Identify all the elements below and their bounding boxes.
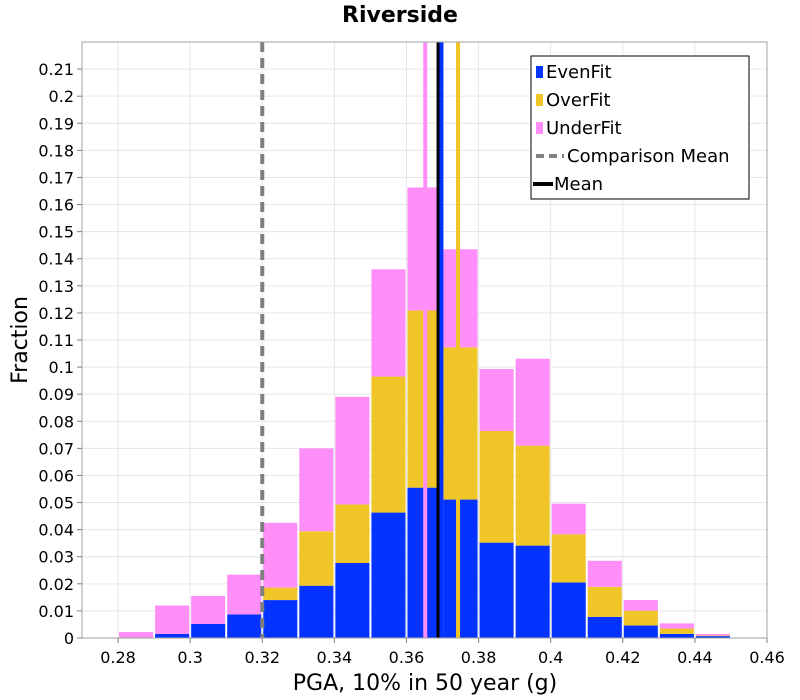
y-tick-label: 0: [64, 629, 74, 648]
y-tick-label: 0.02: [38, 575, 74, 594]
bar-underfit: [371, 269, 406, 377]
y-tick-label: 0.09: [38, 385, 74, 404]
legend-label-underfit: UnderFit: [546, 118, 622, 139]
legend-label-overfit: OverFit: [546, 90, 610, 111]
y-tick-label: 0.13: [38, 277, 74, 296]
bar-overfit: [335, 504, 370, 563]
bar-overfit: [623, 610, 658, 626]
legend-label-comparison-mean: Comparison Mean: [567, 146, 730, 167]
legend-box: [530, 55, 750, 200]
y-tick-label: 0.17: [38, 168, 74, 187]
bar-underfit: [695, 633, 730, 636]
bar-overfit: [371, 376, 406, 513]
bar-underfit: [479, 368, 514, 432]
bar-evenfit: [443, 499, 478, 638]
bar-underfit: [515, 358, 550, 446]
bar-underfit: [191, 596, 226, 624]
bar-underfit: [587, 560, 622, 587]
y-tick-label: 0.07: [38, 439, 74, 458]
y-tick-label: 0.08: [38, 412, 74, 431]
y-tick-label: 0.15: [38, 223, 74, 242]
bar-evenfit: [263, 600, 298, 638]
legend-label-mean: Mean: [554, 174, 603, 195]
y-tick-label: 0.21: [38, 60, 74, 79]
x-axis-ticks: 0.28 0.3 0.32 0.34 0.36 0.38 0.4 0.42 0.44 0.46: [100, 638, 785, 667]
y-tick-label: 0.14: [38, 250, 74, 269]
x-axis-label: PGA, 10% in 50 year (g): [293, 671, 557, 696]
x-tick-label: 0.42: [605, 648, 641, 667]
x-tick-label: 0.34: [317, 648, 353, 667]
x-tick-label: 0.4: [538, 648, 563, 667]
bar-underfit: [299, 448, 334, 532]
bar-evenfit: [623, 625, 658, 638]
bar-evenfit: [155, 633, 190, 638]
x-tick-label: 0.44: [677, 648, 713, 667]
x-tick-label: 0.32: [244, 648, 280, 667]
y-tick-label: 0.04: [38, 521, 74, 540]
bar-evenfit: [659, 633, 694, 638]
bar-evenfit: [371, 512, 406, 638]
y-tick-label: 0.19: [38, 114, 74, 133]
bar-underfit: [551, 503, 586, 535]
bar-evenfit: [515, 545, 550, 638]
bar-overfit: [551, 534, 586, 583]
legend-label-evenfit: EvenFit: [546, 62, 612, 83]
mean-lines: [260, 42, 461, 638]
y-tick-label: 0.01: [38, 602, 74, 621]
bar-overfit: [659, 628, 694, 634]
bar-underfit: [119, 632, 154, 638]
bar-underfit: [623, 600, 658, 611]
legend-swatch-underfit: [536, 122, 543, 134]
bar-evenfit: [335, 562, 370, 638]
bar-overfit: [443, 347, 478, 500]
y-tick-label: 0.11: [38, 331, 74, 350]
bar-overfit: [515, 445, 550, 546]
bar-evenfit: [227, 614, 262, 638]
bar-overfit: [695, 635, 730, 637]
bars: [119, 187, 730, 638]
legend: EvenFit OverFit UnderFit Comparison Mean Mea…: [530, 55, 750, 200]
chart-title: Riverside: [342, 3, 458, 28]
bar-underfit: [335, 396, 370, 505]
y-tick-label: 0.06: [38, 466, 74, 485]
y-tick-label: 0.03: [38, 548, 74, 567]
y-tick-label: 0.05: [38, 494, 74, 513]
y-tick-label: 0.12: [38, 304, 74, 323]
legend-swatch-overfit: [536, 94, 543, 106]
x-tick-label: 0.3: [177, 648, 202, 667]
bar-overfit: [263, 587, 298, 601]
bar-evenfit: [695, 636, 730, 638]
bar-underfit: [227, 574, 262, 615]
bar-overfit: [479, 431, 514, 543]
y-tick-label: 0.1: [49, 358, 74, 377]
bar-evenfit: [587, 616, 622, 638]
y-tick-label: 0.2: [49, 87, 74, 106]
x-tick-label: 0.46: [749, 648, 785, 667]
bar-overfit: [587, 586, 622, 617]
y-tick-label: 0.18: [38, 141, 74, 160]
bar-underfit: [443, 249, 478, 348]
legend-swatch-evenfit: [536, 66, 543, 78]
bar-underfit: [155, 605, 190, 634]
y-axis-ticks: 0 0.01 0.02 0.03 0.04 0.05 0.06 0.07 0.08 0.09 0.1…: [38, 60, 82, 648]
bar-evenfit: [551, 582, 586, 638]
bar-evenfit: [479, 542, 514, 638]
x-tick-label: 0.36: [389, 648, 425, 667]
bar-underfit: [659, 623, 694, 629]
bar-evenfit: [299, 585, 334, 638]
bar-overfit: [299, 531, 334, 586]
x-tick-label: 0.28: [100, 648, 136, 667]
x-tick-label: 0.38: [461, 648, 497, 667]
y-axis-label: Fraction: [8, 296, 33, 384]
bar-underfit: [263, 522, 298, 588]
y-tick-label: 0.16: [38, 196, 74, 215]
bar-evenfit: [191, 623, 226, 638]
